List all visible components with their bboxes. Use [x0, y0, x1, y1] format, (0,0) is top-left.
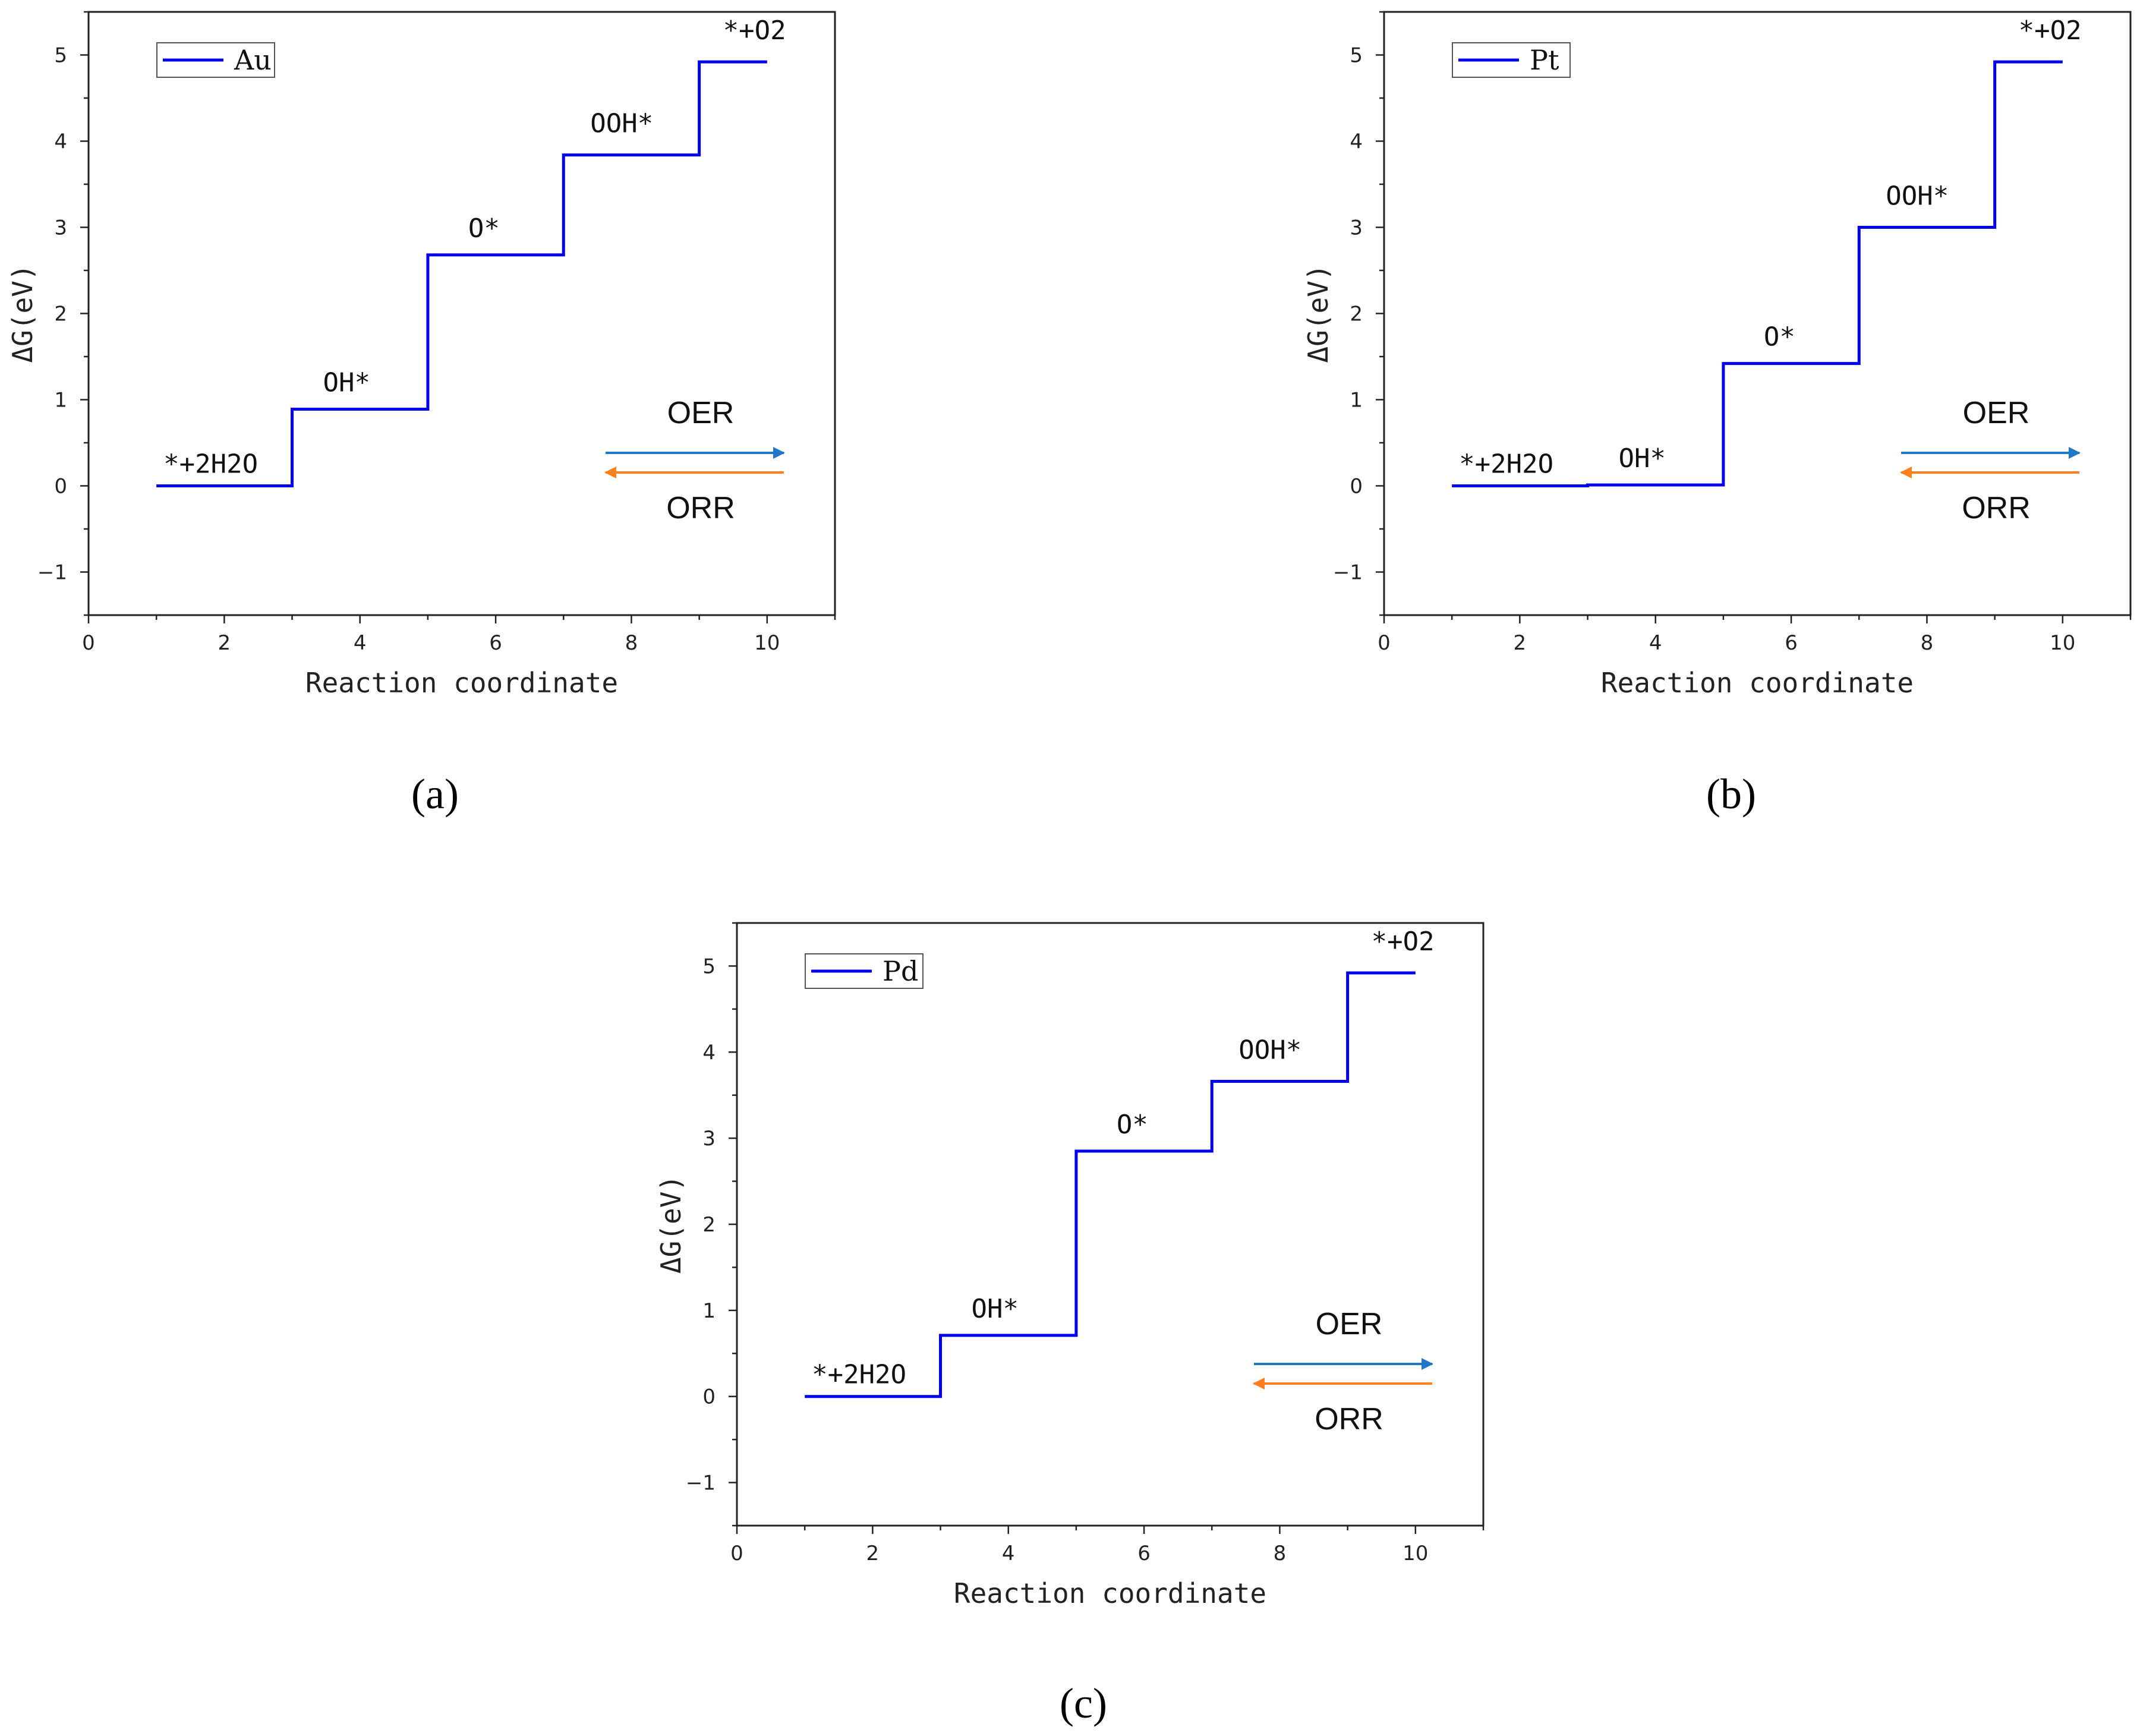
y-axis-title: ΔG(eV): [655, 1175, 687, 1274]
x-tick-label: 2: [218, 631, 231, 655]
y-tick-label: 0: [702, 1385, 716, 1409]
x-tick-label: 8: [1274, 1542, 1287, 1565]
legend: Pd: [805, 953, 924, 989]
energy-profile-line: [805, 971, 1416, 1398]
panel-label: (a): [411, 770, 459, 818]
energy-profile-line: [156, 60, 767, 487]
y-axis-title: ΔG(eV): [7, 264, 39, 363]
y-tick-label: −1: [686, 1472, 716, 1495]
x-tick-label: 6: [1137, 1542, 1151, 1565]
state-label: *+O2: [723, 15, 786, 46]
y-tick-label: 5: [1350, 44, 1363, 68]
x-axis-title: Reaction coordinate: [305, 667, 618, 699]
x-tick-label: 4: [1649, 631, 1662, 655]
state-label: OOH*: [1886, 181, 1949, 212]
y-tick-label: 3: [54, 216, 67, 240]
x-axis-title: Reaction coordinate: [1601, 667, 1914, 699]
y-tick-label: 4: [1350, 130, 1363, 154]
state-label: O*: [1117, 1110, 1148, 1140]
y-tick-label: 3: [1350, 216, 1363, 240]
state-label: O*: [1764, 322, 1795, 352]
panel-label: (c): [1060, 1680, 1107, 1727]
y-tick-label: 2: [1350, 303, 1363, 326]
x-tick-label: 2: [866, 1542, 880, 1565]
state-label: *+O2: [2019, 15, 2082, 46]
chart-panel-a: 0 2 4 6 8 10 −1 0 1 2 3 4 5 Reaction coordinate ΔG(eV)…: [7, 11, 836, 818]
x-tick-label: 2: [1514, 631, 1527, 655]
x-tick-label: 4: [354, 631, 367, 655]
x-tick-label: 0: [1378, 631, 1391, 655]
oer-label: OER: [1963, 396, 2030, 430]
legend-label: Au: [234, 44, 272, 76]
orr-label: ORR: [1962, 491, 2031, 525]
state-label: O*: [468, 213, 500, 244]
legend: Pt: [1452, 42, 1571, 78]
state-label: OH*: [323, 367, 370, 398]
x-tick-label: 6: [1785, 631, 1798, 655]
y-tick-label: 0: [1350, 475, 1363, 499]
x-tick-label: 4: [1002, 1542, 1015, 1565]
y-tick-label: 0: [54, 475, 67, 499]
chart-panel-c: 0 2 4 6 8 10 −1 0 1 2 3 4 5 Reaction coordinate ΔG(eV)…: [655, 922, 1485, 1727]
orr-label: ORR: [1315, 1402, 1383, 1436]
state-label: OOH*: [1238, 1035, 1301, 1066]
x-tick-label: 8: [1921, 631, 1934, 655]
x-tick-label: 10: [2050, 631, 2075, 655]
state-label: *+O2: [1372, 927, 1435, 957]
y-tick-label: 1: [54, 389, 67, 412]
x-tick-label: 0: [82, 631, 95, 655]
x-tick-label: 10: [1402, 1542, 1428, 1565]
y-tick-label: 1: [702, 1299, 716, 1323]
legend-label: Pt: [1530, 44, 1559, 76]
energy-profile-line: [1452, 60, 2063, 487]
x-axis-title: Reaction coordinate: [954, 1577, 1266, 1609]
chart-panel-b: 0 2 4 6 8 10 −1 0 1 2 3 4 5 Reaction coordinate ΔG(eV)…: [1302, 11, 2132, 818]
x-tick-label: 8: [625, 631, 638, 655]
x-tick-label: 6: [489, 631, 502, 655]
oer-label: OER: [1316, 1307, 1383, 1341]
y-tick-label: 5: [702, 954, 716, 978]
legend-label: Pd: [883, 955, 918, 987]
panel-label: (b): [1706, 770, 1756, 818]
x-tick-label: 10: [754, 631, 780, 655]
y-tick-label: 3: [702, 1127, 716, 1151]
y-axis-title: ΔG(eV): [1302, 264, 1334, 363]
y-tick-label: 2: [702, 1213, 716, 1237]
y-tick-label: 4: [54, 130, 67, 154]
state-label: OH*: [1619, 443, 1666, 474]
state-label: OOH*: [590, 109, 653, 139]
y-tick-label: 5: [54, 44, 67, 68]
legend: Au: [156, 42, 275, 78]
state-label: *+2H2O: [1459, 449, 1553, 480]
state-label: *+2H2O: [163, 449, 258, 480]
y-tick-label: 1: [1350, 389, 1363, 412]
state-label: OH*: [972, 1294, 1019, 1324]
y-tick-label: −1: [1333, 561, 1363, 585]
y-tick-label: 4: [702, 1041, 716, 1064]
orr-label: ORR: [666, 491, 735, 525]
x-tick-label: 0: [730, 1542, 743, 1565]
y-tick-label: −1: [37, 561, 67, 585]
oer-label: OER: [667, 396, 735, 430]
state-label: *+2H2O: [812, 1360, 906, 1390]
y-tick-label: 2: [54, 303, 67, 326]
